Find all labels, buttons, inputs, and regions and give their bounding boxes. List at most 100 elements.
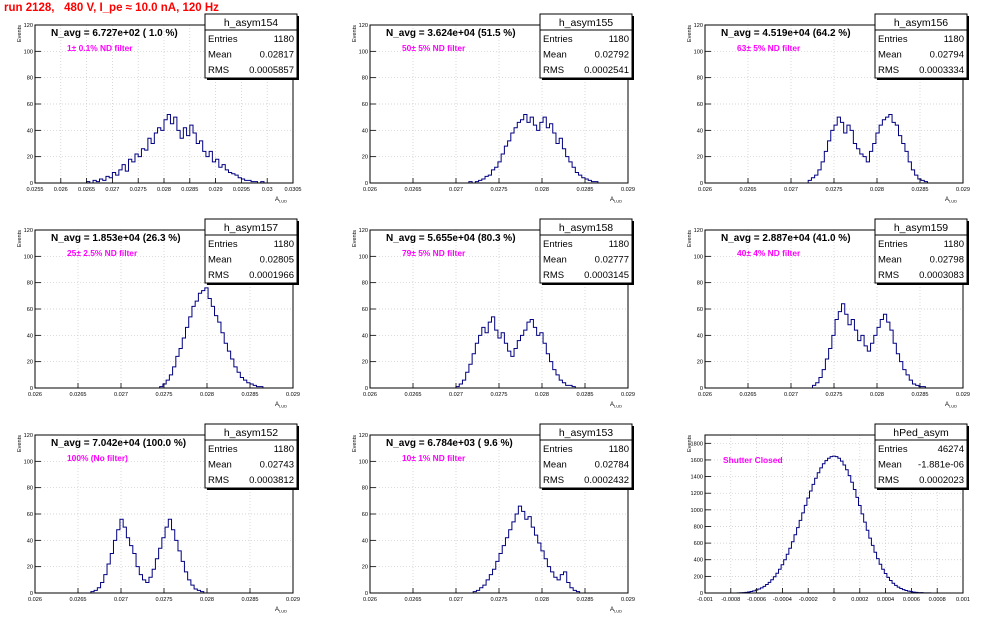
x-tick-label: 0.0265	[69, 392, 86, 398]
x-tick-label: 0.027	[449, 187, 463, 193]
y-tick-label: 60	[27, 102, 33, 108]
y-tick-label: 0	[700, 591, 703, 597]
x-tick-label: 0.029	[621, 392, 635, 398]
stats-label-entries: Entries	[543, 444, 573, 455]
x-tick-label: 0.0285	[576, 392, 593, 398]
x-tick-label: 0.0305	[284, 187, 301, 193]
x-tick-label: 0.026	[698, 187, 712, 193]
x-tick-label: 0.0275	[490, 392, 507, 398]
stats-value-rms: 0.0001966	[249, 270, 294, 281]
x-tick-label: -0.0008	[721, 597, 740, 603]
y-tick-label: 0	[365, 181, 368, 187]
y-tick-label: 400	[694, 558, 703, 564]
y-tick-label: 80	[362, 486, 368, 492]
x-tick-label: 0.0275	[490, 597, 507, 603]
stats-value-entries: 1180	[944, 239, 964, 250]
x-axis-label-subscript: LUD	[614, 199, 622, 204]
y-tick-label: 80	[362, 281, 368, 287]
stats-label-entries: Entries	[878, 444, 908, 455]
stats-box	[874, 423, 968, 489]
y-tick-label: 0	[700, 386, 703, 392]
x-tick-label: 0.0285	[576, 187, 593, 193]
histogram-h_asym157	[159, 287, 264, 388]
panel-h_asym156: 0.026 0.0265 0.027 0.0275 0.028 0.0285 0.029 0 2…	[687, 13, 970, 204]
x-tick-label: 0.029	[286, 597, 300, 603]
x-tick-label: 0.0265	[404, 392, 421, 398]
stats-label-entries: Entries	[208, 239, 238, 250]
stats-value-mean: 0.02784	[595, 460, 629, 471]
y-tick-label: 100	[24, 459, 33, 465]
stats-value-rms: 0.0002023	[919, 475, 964, 486]
histogram-h_asym155	[468, 114, 599, 184]
x-axis-label: ALUD	[610, 402, 622, 409]
y-tick-label: 20	[697, 360, 703, 366]
stats-value-rms: 0.0005857	[249, 65, 294, 76]
stats-label-rms: RMS	[208, 475, 229, 486]
x-tick-label: 0.0265	[69, 597, 86, 603]
y-axis-label: Events	[352, 25, 358, 42]
x-tick-label: 0.0275	[825, 392, 842, 398]
x-axis-label: ALUD	[945, 402, 957, 409]
y-tick-label: 20	[362, 360, 368, 366]
x-axis-label: ALUD	[945, 197, 957, 204]
x-tick-label: 0.0285	[911, 392, 928, 398]
navg-title: N_avg = 5.655e+04 (80.3 %)	[386, 233, 516, 244]
x-tick-label: 0.026	[363, 392, 377, 398]
x-tick-label: 0.026	[363, 597, 377, 603]
navg-title: N_avg = 7.042e+04 (100.0 %)	[51, 438, 186, 449]
panel-h_asym154: 0.0255 0.026 0.0265 0.027 0.0275 0.028 0.0285 0…	[17, 13, 302, 204]
panel-h_asym155: 0.026 0.0265 0.027 0.0275 0.028 0.0285 0.029 0 2…	[352, 13, 635, 204]
stats-label-rms: RMS	[543, 270, 564, 281]
stats-label-entries: Entries	[208, 444, 238, 455]
y-tick-label: 120	[359, 23, 368, 29]
y-tick-label: 40	[362, 333, 368, 339]
x-tick-label: 0.027	[449, 597, 463, 603]
stats-box	[539, 218, 633, 284]
stats-label-entries: Entries	[543, 34, 573, 45]
x-tick-label: 0.028	[535, 187, 549, 193]
y-tick-label: 80	[697, 281, 703, 287]
y-tick-label: 80	[697, 76, 703, 82]
x-tick-label: 0.0265	[404, 187, 421, 193]
filter-annotation: 63± 5% ND filter	[737, 43, 801, 53]
stats-value-entries: 1180	[274, 239, 294, 250]
histogram-h_asym152	[90, 518, 205, 593]
y-tick-label: 120	[24, 433, 33, 439]
x-tick-label: 0.0002	[851, 597, 868, 603]
stats-label-rms: RMS	[543, 65, 564, 76]
stats-box-title: h_asym154	[224, 17, 278, 29]
y-axis-label: Events	[352, 230, 358, 247]
stats-value-entries: 1180	[274, 34, 294, 45]
x-tick-label: 0.028	[870, 187, 884, 193]
x-tick-label: 0.028	[200, 597, 214, 603]
y-tick-label: 20	[27, 360, 33, 366]
stats-label-mean: Mean	[208, 460, 232, 471]
y-tick-label: 60	[697, 102, 703, 108]
y-tick-label: 1000	[691, 508, 703, 514]
panel-h_asym157: 0.026 0.0265 0.027 0.0275 0.028 0.0285 0.029 0 2…	[17, 218, 300, 409]
y-tick-label: 60	[27, 307, 33, 313]
x-tick-label: 0.0275	[155, 392, 172, 398]
x-tick-label: 0.03	[262, 187, 273, 193]
stats-value-entries: 1180	[609, 444, 629, 455]
stats-box-title: h_asym155	[559, 17, 613, 29]
y-tick-label: 0	[30, 591, 33, 597]
x-tick-label: 0.026	[28, 597, 42, 603]
y-tick-label: 120	[359, 433, 368, 439]
filter-annotation: 10± 1% ND filter	[402, 453, 466, 463]
x-axis-label-subscript: LUD	[614, 609, 622, 614]
filter-annotation: 40± 4% ND filter	[737, 248, 801, 258]
stats-box-title: h_asym152	[224, 427, 278, 439]
y-tick-label: 100	[359, 49, 368, 55]
run-title: run 2128, 480 V, I_pe ≈ 10.0 nA, 120 Hz	[4, 2, 219, 14]
x-tick-label: 0.0275	[155, 597, 172, 603]
x-tick-label: 0.026	[698, 392, 712, 398]
x-tick-label: 0.0008	[929, 597, 946, 603]
panel-hPed_asym: -0.001 -0.0008 -0.0006 -0.0004 -0.0002 0 0.000…	[687, 423, 970, 603]
x-tick-label: 0.0265	[78, 187, 95, 193]
x-tick-label: 0.029	[286, 392, 300, 398]
y-tick-label: 1200	[691, 491, 703, 497]
stats-value-entries: 1180	[609, 34, 629, 45]
histogram-h_asym153	[472, 505, 581, 593]
histogram-h_asym159	[812, 303, 926, 388]
